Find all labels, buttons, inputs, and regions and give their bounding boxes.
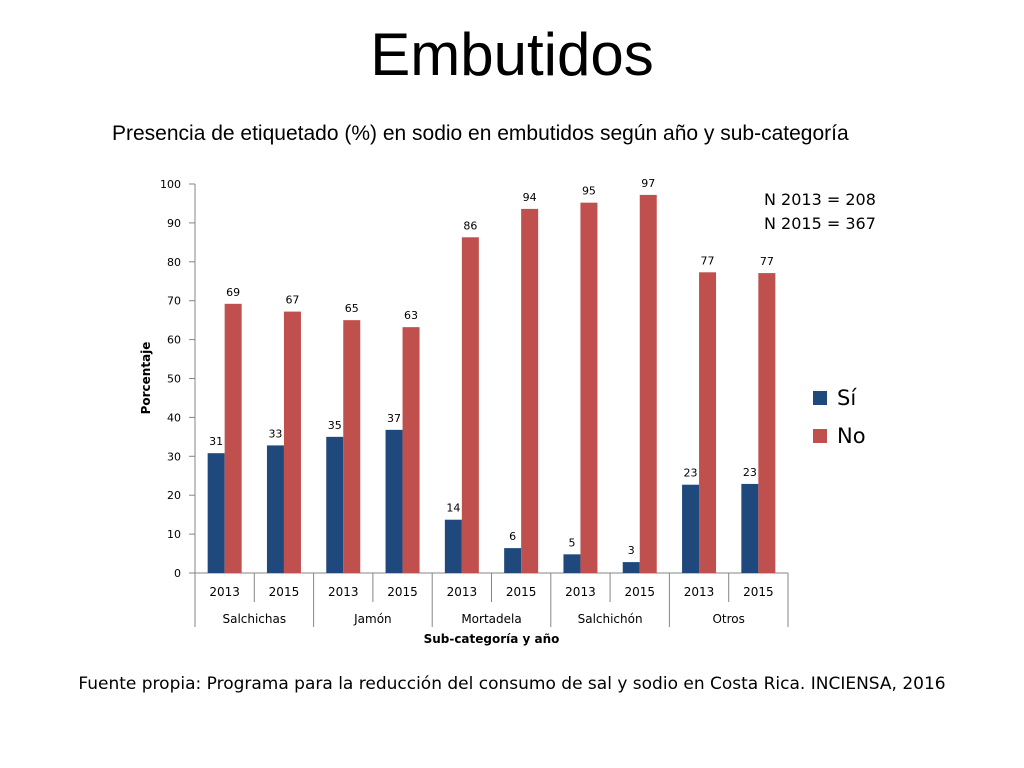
y-tick-label: 40	[167, 411, 181, 424]
data-label-no: 95	[582, 185, 596, 198]
legend-label-si: Sí	[837, 386, 857, 410]
x-group-label: Jamón	[353, 612, 392, 626]
y-axis-label: Porcentaje	[139, 342, 153, 415]
legend-item-si: Sí	[813, 386, 856, 410]
data-label-si: 6	[509, 530, 516, 543]
bar-no	[283, 311, 301, 573]
bar-si	[741, 483, 759, 573]
data-label-no: 67	[285, 294, 299, 307]
y-tick-label: 10	[167, 528, 181, 541]
y-tick-label: 100	[160, 178, 181, 191]
x-tick-label: 2013	[447, 585, 478, 599]
bar-si	[682, 484, 700, 573]
bar-si	[207, 453, 225, 573]
data-label-si: 3	[628, 544, 635, 557]
bar-no	[521, 208, 539, 573]
data-label-si: 23	[743, 466, 757, 479]
bar-si	[385, 429, 403, 573]
y-tick-label: 60	[167, 334, 181, 347]
x-group-label: Salchichón	[578, 612, 643, 626]
data-label-si: 35	[328, 419, 342, 432]
x-group-label: Mortadela	[461, 612, 521, 626]
y-tick-label: 20	[167, 489, 181, 502]
x-tick-label: 2015	[387, 585, 418, 599]
bar-no	[699, 272, 717, 573]
data-label-no: 69	[226, 286, 240, 299]
chart-title: Presencia de etiquetado (%) en sodio en …	[112, 122, 849, 145]
data-label-no: 63	[404, 309, 418, 322]
y-tick-label: 70	[167, 295, 181, 308]
bar-no	[224, 303, 242, 573]
x-group-label: Salchichas	[222, 612, 286, 626]
legend-label-no: No	[837, 424, 866, 448]
data-label-si: 5	[568, 536, 575, 549]
x-tick-label: 2015	[506, 585, 537, 599]
y-tick-label: 90	[167, 217, 181, 230]
source-footnote: Fuente propia: Programa para la reducció…	[78, 674, 946, 694]
y-tick-label: 80	[167, 256, 181, 269]
legend-swatch-si	[813, 391, 827, 405]
x-tick-label: 2015	[269, 585, 300, 599]
data-label-si: 14	[446, 502, 460, 515]
sample-size-2013-note: N 2013 = 208	[764, 190, 876, 209]
x-tick-label: 2013	[565, 585, 596, 599]
bar-si	[504, 548, 522, 573]
sample-size-2015-note: N 2015 = 367	[764, 214, 876, 233]
x-tick-label: 2013	[328, 585, 359, 599]
x-tick-label: 2015	[743, 585, 774, 599]
bar-si	[622, 562, 640, 573]
bar-no	[580, 202, 598, 573]
bar-si	[326, 436, 344, 573]
data-label-no: 97	[641, 177, 655, 190]
x-tick-label: 2015	[624, 585, 655, 599]
bar-no	[758, 273, 776, 573]
data-label-no: 86	[463, 219, 477, 232]
y-tick-label: 50	[167, 373, 181, 386]
legend-item-no: No	[813, 424, 866, 448]
data-label-si: 37	[387, 412, 401, 425]
bar-no	[402, 327, 420, 573]
bar-no	[343, 320, 361, 573]
data-label-no: 94	[523, 191, 537, 204]
data-label-no: 77	[760, 255, 774, 268]
bar-si	[563, 554, 581, 573]
page-title: Embutidos	[370, 21, 654, 88]
x-group-label: Otros	[712, 612, 744, 626]
data-label-si: 31	[209, 435, 223, 448]
bar-si	[266, 445, 284, 573]
bar-si	[444, 519, 462, 573]
bar-no	[461, 237, 479, 573]
y-tick-label: 0	[174, 567, 181, 580]
legend-swatch-no	[813, 429, 827, 443]
data-label-no: 65	[345, 302, 359, 315]
x-axis-label: Sub-categoría y año	[424, 632, 560, 646]
data-label-si: 33	[268, 427, 282, 440]
x-tick-label: 2013	[684, 585, 715, 599]
bar-no	[639, 194, 657, 573]
y-tick-label: 30	[167, 450, 181, 463]
data-label-no: 77	[701, 254, 715, 267]
x-tick-label: 2013	[209, 585, 240, 599]
data-label-si: 23	[684, 467, 698, 480]
